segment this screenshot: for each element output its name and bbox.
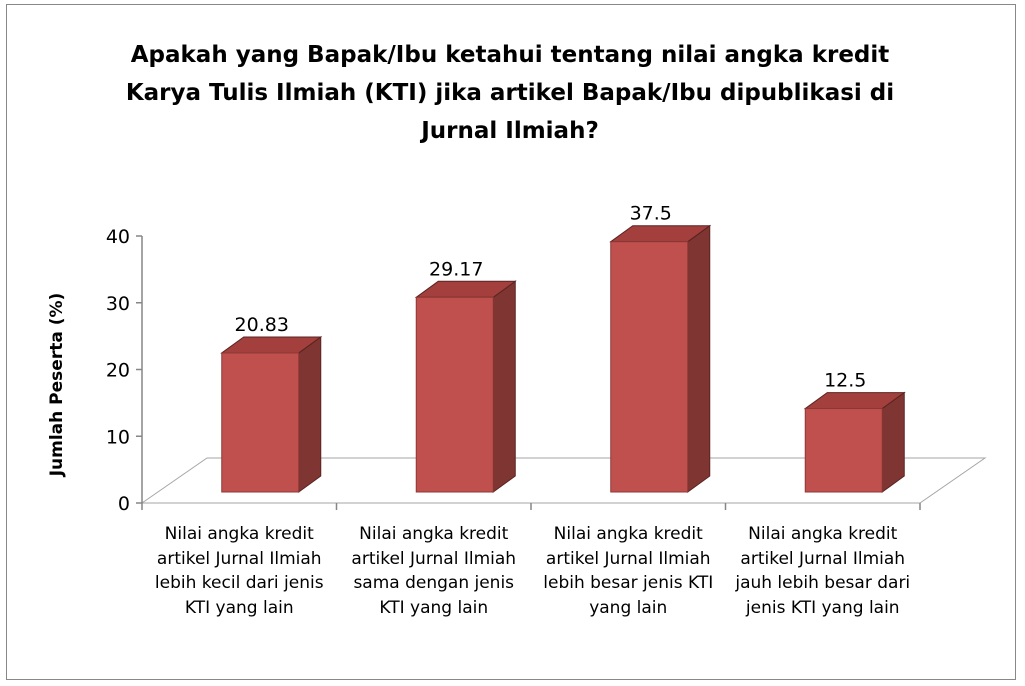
- value-label: 12.5: [824, 370, 866, 392]
- x-tick-label: Nilai angka kredit artikel Jurnal Ilmiah…: [543, 524, 714, 618]
- bar: [221, 352, 300, 493]
- bar-side: [687, 224, 711, 493]
- value-label: 29.17: [429, 258, 483, 280]
- x-tick-label: Nilai angka kredit artikel Jurnal Ilmiah…: [351, 524, 517, 618]
- chart-frame: [6, 4, 1016, 680]
- bar: [804, 408, 883, 493]
- y-tick-label: 40: [106, 226, 130, 248]
- x-tick-label: Nilai angka kredit artikel Jurnal Ilmiah…: [154, 524, 324, 618]
- value-label: 37.5: [630, 203, 672, 225]
- bar-side: [881, 391, 905, 493]
- floor: [140, 457, 987, 504]
- bar: [415, 296, 494, 493]
- x-tick-label: Nilai angka kredit artikel Jurnal Ilmiah…: [735, 524, 911, 618]
- bar-side: [298, 335, 322, 493]
- y-tick-label: 0: [118, 493, 130, 515]
- bar-side: [492, 280, 516, 493]
- y-tick-label: 10: [106, 426, 130, 448]
- y-tick-label: 20: [106, 360, 130, 382]
- y-tick-label: 30: [106, 293, 130, 315]
- chart-title: Apakah yang Bapak/Ibu ketahui tentang ni…: [125, 42, 895, 144]
- bar: [610, 241, 689, 493]
- value-label: 20.83: [235, 314, 289, 336]
- y-axis-label: Jumlah Peserta (%): [47, 293, 67, 478]
